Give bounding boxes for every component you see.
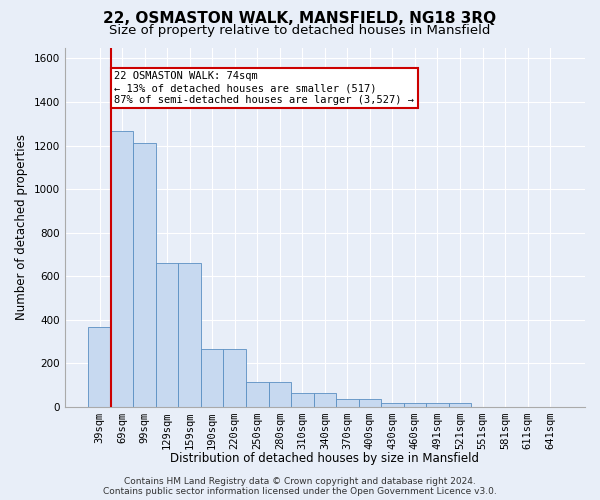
Bar	[201, 349, 223, 407]
Bar	[246, 382, 269, 407]
Bar	[269, 382, 291, 407]
Bar	[314, 392, 336, 407]
Bar	[291, 392, 314, 407]
Bar	[178, 263, 201, 407]
Y-axis label: Number of detached properties: Number of detached properties	[15, 134, 28, 320]
Text: 22, OSMASTON WALK, MANSFIELD, NG18 3RQ: 22, OSMASTON WALK, MANSFIELD, NG18 3RQ	[103, 11, 497, 26]
Bar	[223, 349, 246, 407]
Text: 22 OSMASTON WALK: 74sqm
← 13% of detached houses are smaller (517)
87% of semi-d: 22 OSMASTON WALK: 74sqm ← 13% of detache…	[114, 72, 414, 104]
X-axis label: Distribution of detached houses by size in Mansfield: Distribution of detached houses by size …	[170, 452, 479, 465]
Bar	[426, 403, 449, 407]
Bar	[449, 403, 471, 407]
Bar	[359, 399, 381, 407]
Bar	[88, 328, 111, 407]
Text: Size of property relative to detached houses in Mansfield: Size of property relative to detached ho…	[109, 24, 491, 37]
Bar	[336, 399, 359, 407]
Text: Contains HM Land Registry data © Crown copyright and database right 2024.
Contai: Contains HM Land Registry data © Crown c…	[103, 476, 497, 496]
Bar	[404, 402, 426, 407]
Bar	[381, 402, 404, 407]
Bar	[133, 144, 156, 407]
Bar	[156, 263, 178, 407]
Bar	[111, 132, 133, 407]
